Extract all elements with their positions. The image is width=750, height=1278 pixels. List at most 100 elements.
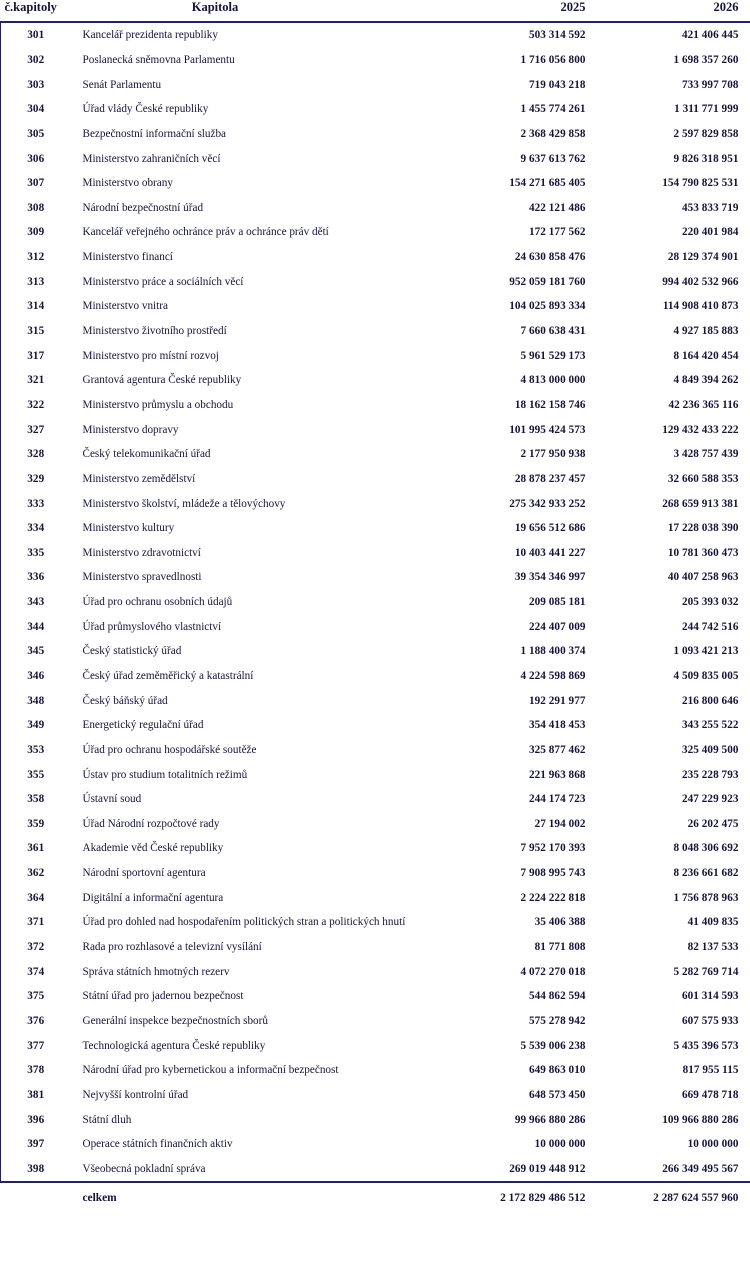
cell-chapter-number: 374: [0, 959, 69, 984]
cell-value-2025: 275 342 933 252: [509, 497, 586, 510]
cell-chapter-number: 398: [0, 1156, 69, 1183]
table-row: 328 Český telekomunikační úřad 2 177 950 9…: [0, 441, 750, 467]
cell-value-2025: 648 573 450: [529, 1088, 586, 1101]
cell-value-2025: 2 177 950 938: [520, 448, 586, 461]
cell-value-2026: 40 407 258 963: [667, 571, 739, 584]
cell-chapter-number: 314: [0, 294, 69, 319]
cell-value-2026: 109 966 880 286: [662, 1113, 739, 1126]
table-row: 375 Státní úřad pro jadernou bezpečnost 54…: [0, 983, 750, 1009]
cell-chapter-number: 358: [0, 786, 69, 812]
cell-chapter-number: 376: [0, 1008, 69, 1034]
cell-value-2026: 114 908 410 873: [662, 300, 739, 313]
table-row: 304 Úřad vlády České republiky 1 455 774 2…: [0, 96, 750, 122]
cell-chapter-number: 377: [0, 1033, 69, 1058]
cell-chapter-name: Senát Parlamentu: [82, 78, 162, 91]
table-row: 397 Operace státních finančních aktiv 10 0…: [0, 1131, 750, 1157]
cell-chapter-name: Úřad vlády České republiky: [82, 103, 209, 116]
cell-chapter-name: Akademie věd České republiky: [82, 842, 224, 855]
table-row: 333 Ministerstvo školství, mládeže a tělo…: [0, 491, 750, 516]
cell-chapter-number: 301: [0, 22, 69, 48]
table-row: 381 Nejvyšší kontrolní úřad 648 573 450 669…: [0, 1082, 750, 1108]
cell-chapter-name: Ministerstvo pro místní rozvoj: [82, 349, 219, 362]
cell-chapter-number: 306: [0, 146, 69, 171]
cell-value-2026: 26 202 475: [687, 817, 739, 830]
cell-chapter-number: 309: [0, 220, 69, 245]
table-row: 346 Český úřad zeměměřický a katastrální 4…: [0, 663, 750, 689]
table-row: 361 Akademie věd České republiky 7 952 170…: [0, 836, 750, 861]
cell-value-2026: 216 800 646: [682, 694, 739, 707]
cell-value-2025: 1 716 056 800: [520, 53, 586, 66]
cell-chapter-name: Poslanecká sněmovna Parlamentu: [82, 53, 235, 66]
cell-chapter-name: Kancelář prezidenta republiky: [82, 29, 218, 42]
cell-value-2026: 733 997 708: [682, 78, 739, 91]
cell-chapter-name: Ministerstvo školství, mládeže a tělovýc…: [82, 497, 286, 510]
table-row: 372 Rada pro rozhlasové a televizní vysíl…: [0, 934, 750, 960]
cell-chapter-name: Státní dluh: [82, 1113, 132, 1126]
cell-value-2026: 41 409 835: [687, 916, 739, 929]
total-value-2026: 2 287 624 557 960: [653, 1192, 739, 1205]
cell-chapter-number: 396: [0, 1107, 69, 1132]
cell-value-2025: 325 877 462: [529, 743, 586, 756]
cell-value-2026: 205 393 032: [682, 596, 739, 609]
cell-chapter-number: 345: [0, 639, 69, 664]
cell-chapter-number: 334: [0, 515, 69, 541]
cell-chapter-name: Úřad pro ochranu hospodářské soutěže: [82, 743, 257, 756]
cell-value-2026: 42 236 365 116: [668, 398, 739, 411]
table-row: 358 Ústavní soud 244 174 723 247 229 923: [0, 786, 750, 812]
cell-value-2026: 32 660 588 353: [667, 472, 739, 485]
cell-value-2026: 601 314 593: [682, 990, 739, 1003]
cell-value-2025: 649 863 010: [529, 1064, 586, 1077]
cell-chapter-number: 375: [0, 983, 69, 1009]
cell-value-2025: 192 291 977: [529, 694, 586, 707]
cell-chapter-number: 397: [0, 1131, 69, 1157]
table-row: 313 Ministerstvo práce a sociálních věcí 9…: [0, 269, 750, 295]
cell-chapter-name: Ministerstvo zemědělství: [82, 472, 196, 485]
cell-chapter-number: 329: [0, 466, 69, 492]
cell-chapter-name: Ministerstvo spravedlnosti: [82, 571, 202, 584]
cell-chapter-name: Ministerstvo průmyslu a obchodu: [82, 398, 234, 411]
cell-value-2025: 221 963 868: [529, 768, 586, 781]
cell-value-2025: 10 000 000: [534, 1138, 586, 1151]
cell-chapter-name: Ministerstvo vnitra: [82, 300, 168, 313]
cell-chapter-name: Ministerstvo zdravotnictví: [82, 546, 201, 559]
cell-value-2025: 1 455 774 261: [520, 103, 586, 116]
cell-value-2025: 2 368 429 858: [520, 127, 586, 140]
cell-value-2026: 343 255 522: [682, 719, 739, 732]
cell-value-2026: 10 781 360 473: [667, 546, 739, 559]
table-row: 364 Digitální a informační agentura 2 224 …: [0, 885, 750, 911]
column-header-year-2025: 2025: [560, 0, 586, 14]
table-row: 348 Český báňský úřad 192 291 977 216 800 6…: [0, 688, 750, 713]
column-header-chapter-number: č.kapitoly: [4, 0, 57, 14]
table-row: 321 Grantová agentura České republiky 4 81…: [0, 367, 750, 393]
cell-value-2025: 104 025 893 334: [509, 300, 586, 313]
table-row: 334 Ministerstvo kultury 19 656 512 686 17 …: [0, 515, 750, 541]
table-row: 312 Ministerstvo financí 24 630 858 476 28 …: [0, 244, 750, 270]
table-row: 355 Ústav pro studium totalitních režimů 2…: [0, 762, 750, 787]
cell-value-2025: 154 271 685 405: [509, 177, 586, 190]
cell-chapter-number: 381: [0, 1082, 69, 1108]
table-footer: celkem 2 172 829 486 512 2 287 624 557 9…: [0, 1182, 750, 1210]
table-row: 314 Ministerstvo vnitra 104 025 893 334 114…: [0, 294, 750, 319]
cell-chapter-name: Ústav pro studium totalitních režimů: [82, 768, 248, 781]
cell-value-2026: 10 000 000: [687, 1138, 739, 1151]
table-body: 301 Kancelář prezidenta republiky 503 314 …: [0, 22, 750, 1183]
cell-chapter-number: 349: [0, 712, 69, 738]
cell-chapter-name: Ministerstvo obrany: [82, 177, 173, 190]
table-row: 345 Český statistický úřad 1 188 400 374 1 …: [0, 639, 750, 664]
cell-value-2026: 82 137 533: [687, 941, 739, 954]
cell-chapter-number: 302: [0, 47, 69, 73]
cell-value-2025: 354 418 453: [529, 719, 586, 732]
cell-chapter-number: 333: [0, 491, 69, 516]
cell-value-2025: 39 354 346 997: [514, 571, 586, 584]
cell-chapter-number: 371: [0, 910, 69, 935]
cell-chapter-number: 343: [0, 589, 69, 615]
cell-chapter-name: Ministerstvo životního prostředí: [82, 325, 227, 338]
cell-chapter-name: Všeobecná pokladní správa: [82, 1162, 206, 1175]
cell-chapter-number: 346: [0, 663, 69, 689]
cell-value-2026: 8 236 661 682: [673, 867, 739, 880]
cell-value-2025: 503 314 592: [529, 29, 586, 42]
cell-chapter-number: 321: [0, 367, 69, 393]
table-header: č.kapitoly Kapitola 2025 2026: [0, 0, 750, 22]
cell-chapter-name: Energetický regulační úřad: [82, 719, 204, 732]
cell-chapter-number: 355: [0, 762, 69, 787]
